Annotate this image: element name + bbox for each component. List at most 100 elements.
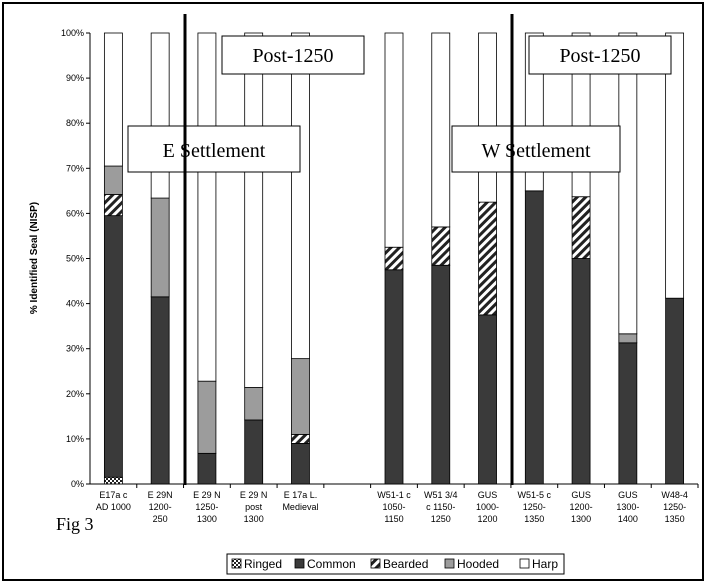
x-tick-label: E 29 N bbox=[240, 490, 268, 500]
x-tick-label: GUS bbox=[618, 490, 638, 500]
x-tick-label: 1250- bbox=[663, 502, 686, 512]
e-settlement-label: E Settlement bbox=[163, 140, 266, 162]
bar-common-0 bbox=[103, 215, 123, 478]
x-axis-tick-labels: E17a c AD 1000 E 29N 1200- 250 E 29 N 1250- 130… bbox=[96, 484, 699, 524]
bar-hooded-11 bbox=[618, 333, 638, 344]
x-tick-label: 1300- bbox=[616, 502, 639, 512]
y-tick-label: 20% bbox=[66, 389, 84, 399]
bar-harp-2 bbox=[197, 32, 217, 382]
bar-common-6 bbox=[384, 269, 404, 485]
x-tick-label: W51-5 c bbox=[518, 490, 552, 500]
x-tick-label: W48-4 bbox=[661, 490, 688, 500]
bar-bearded-10 bbox=[571, 196, 591, 259]
x-tick-label: Medieval bbox=[282, 502, 318, 512]
bar-harp-8 bbox=[478, 32, 497, 203]
x-tick-label: GUS bbox=[571, 490, 591, 500]
x-tick-label: 1200- bbox=[570, 502, 593, 512]
y-tick-label: 90% bbox=[66, 73, 84, 83]
bar-common-8 bbox=[478, 314, 497, 485]
bar-hooded-0 bbox=[103, 165, 123, 195]
bar-common-2 bbox=[197, 452, 217, 485]
bar-harp-6 bbox=[384, 32, 404, 248]
bar-common-7 bbox=[431, 264, 451, 485]
bar-common-1 bbox=[150, 296, 170, 485]
bar-hooded-2 bbox=[197, 380, 217, 454]
bar-harp-12 bbox=[665, 32, 685, 299]
y-tick-label: 70% bbox=[66, 163, 84, 173]
bar-hooded-1 bbox=[150, 197, 170, 298]
bar-bearded-4 bbox=[291, 433, 310, 444]
bar-harp-7 bbox=[431, 32, 451, 228]
bar-harp-0 bbox=[103, 32, 123, 167]
x-tick-label: 1000- bbox=[476, 502, 499, 512]
y-tick-label: 30% bbox=[66, 344, 84, 354]
x-tick-label: 1350 bbox=[524, 514, 544, 524]
figure-label: Fig 3 bbox=[56, 514, 94, 534]
legend-label-hooded: Hooded bbox=[457, 557, 499, 571]
bar-hooded-4 bbox=[291, 358, 310, 435]
y-tick-label: 80% bbox=[66, 118, 84, 128]
bar-bearded-8 bbox=[478, 201, 497, 316]
x-tick-label: W51-1 c bbox=[377, 490, 411, 500]
x-tick-label: 1300 bbox=[244, 514, 264, 524]
legend-swatch-harp bbox=[519, 558, 530, 569]
x-tick-label: post bbox=[245, 502, 263, 512]
e-settlement-box bbox=[127, 125, 301, 173]
x-tick-label: 1250 bbox=[431, 514, 451, 524]
x-tick-label: 1350 bbox=[665, 514, 685, 524]
x-tick-label: E17a c bbox=[99, 490, 128, 500]
bar-harp-11 bbox=[618, 32, 638, 335]
x-tick-label: 1200- bbox=[149, 502, 172, 512]
x-tick-label: 1300 bbox=[197, 514, 217, 524]
legend-label-bearded: Bearded bbox=[383, 557, 428, 571]
bar-bearded-7 bbox=[431, 226, 451, 266]
x-tick-label: E 29N bbox=[148, 490, 173, 500]
y-tick-label: 100% bbox=[61, 28, 84, 38]
x-tick-label: 1250- bbox=[195, 502, 218, 512]
bar-common-12 bbox=[665, 297, 685, 485]
x-tick-label: AD 1000 bbox=[96, 502, 131, 512]
x-tick-label: W51 3/4 bbox=[424, 490, 458, 500]
bars bbox=[103, 32, 685, 485]
post-1250-east-label: Post-1250 bbox=[252, 45, 333, 67]
x-tick-label: c 1150- bbox=[426, 502, 455, 512]
y-tick-label: 60% bbox=[66, 208, 84, 218]
bar-common-4 bbox=[291, 443, 310, 485]
bar-hooded-3 bbox=[244, 387, 264, 421]
legend: Ringed Common Bearded Hooded Harp bbox=[226, 553, 565, 575]
y-tick-label: 50% bbox=[66, 254, 84, 264]
legend-swatch-hooded bbox=[444, 558, 455, 569]
bar-common-11 bbox=[618, 342, 638, 485]
y-tick-label: 40% bbox=[66, 299, 84, 309]
x-tick-label: 1250- bbox=[523, 502, 546, 512]
x-tick-label: 1300 bbox=[571, 514, 591, 524]
bar-harp-4 bbox=[291, 32, 310, 360]
post-1250-west-label: Post-1250 bbox=[559, 45, 640, 67]
bar-harp-3 bbox=[244, 32, 264, 388]
legend-box bbox=[226, 553, 565, 575]
x-tick-label: E 29 N bbox=[193, 490, 221, 500]
bar-ringed-0 bbox=[103, 476, 123, 485]
x-tick-label: 250 bbox=[153, 514, 168, 524]
w-settlement-label: W Settlement bbox=[481, 140, 590, 162]
bar-common-3 bbox=[244, 419, 264, 485]
legend-label-common: Common bbox=[307, 557, 356, 571]
x-tick-label: GUS bbox=[478, 490, 498, 500]
bar-bearded-6 bbox=[384, 246, 404, 271]
legend-swatch-common bbox=[294, 558, 305, 569]
legend-label-harp: Harp bbox=[532, 557, 558, 571]
x-tick-label: 1150 bbox=[384, 514, 403, 524]
x-tick-label: 1200 bbox=[478, 514, 498, 524]
legend-label-ringed: Ringed bbox=[244, 557, 282, 571]
bar-bearded-0 bbox=[103, 194, 123, 217]
x-tick-label: E 17a L. bbox=[284, 490, 318, 500]
legend-swatch-bearded bbox=[370, 558, 381, 569]
y-axis-label: % Identified Seal (NISP) bbox=[29, 202, 40, 314]
bar-harp-1 bbox=[150, 32, 170, 199]
bar-common-9 bbox=[524, 190, 544, 485]
y-tick-label: 0% bbox=[71, 479, 84, 489]
y-tick-label: 10% bbox=[66, 434, 84, 444]
post-1250-east-box bbox=[221, 35, 365, 75]
x-tick-label: 1050- bbox=[382, 502, 405, 512]
